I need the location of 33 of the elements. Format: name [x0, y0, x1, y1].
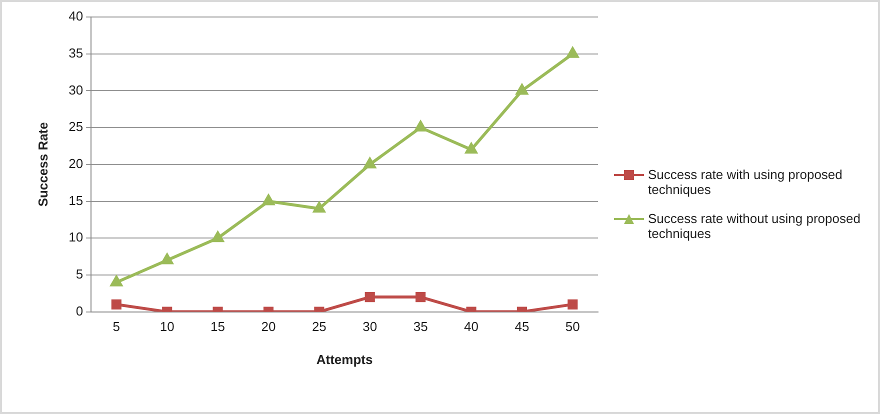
legend-label: Success rate without using proposed techniques	[648, 211, 862, 241]
x-tick-label: 5	[112, 319, 120, 334]
point	[313, 202, 326, 213]
y-tick-label: 5	[76, 266, 84, 282]
x-tick-label: 35	[413, 319, 428, 334]
x-tick-label: 25	[312, 319, 326, 334]
x-axis-title: Attempts	[316, 352, 373, 367]
point	[161, 254, 173, 264]
y-tick-label: 35	[68, 45, 84, 60]
x-tick-label: 15	[210, 319, 226, 334]
point	[262, 194, 274, 206]
point	[364, 158, 376, 168]
x-tick-label: 50	[565, 319, 580, 334]
y-axis-title: Success Rate	[35, 122, 50, 207]
y-tick-label: 25	[68, 119, 84, 134]
point	[110, 276, 122, 286]
y-tick-label: 20	[68, 156, 84, 171]
point	[212, 232, 224, 242]
x-tick-label: 45	[514, 319, 530, 334]
x-tick-label: 30	[362, 319, 378, 334]
y-tick-label: 40	[68, 8, 84, 24]
x-tick-label: 20	[261, 319, 276, 334]
y-tick-label: 10	[68, 230, 84, 245]
point	[566, 47, 578, 58]
x-tick-label: 40	[464, 319, 478, 334]
point	[465, 143, 478, 154]
point	[414, 121, 426, 132]
x-tick-label: 10	[160, 319, 174, 334]
y-tick-label: 15	[68, 192, 84, 208]
y-tick-label: 30	[68, 82, 84, 98]
point	[516, 84, 528, 95]
legend-label: Success rate with using proposed techniques	[648, 167, 844, 197]
y-tick-label: 0	[76, 303, 84, 318]
